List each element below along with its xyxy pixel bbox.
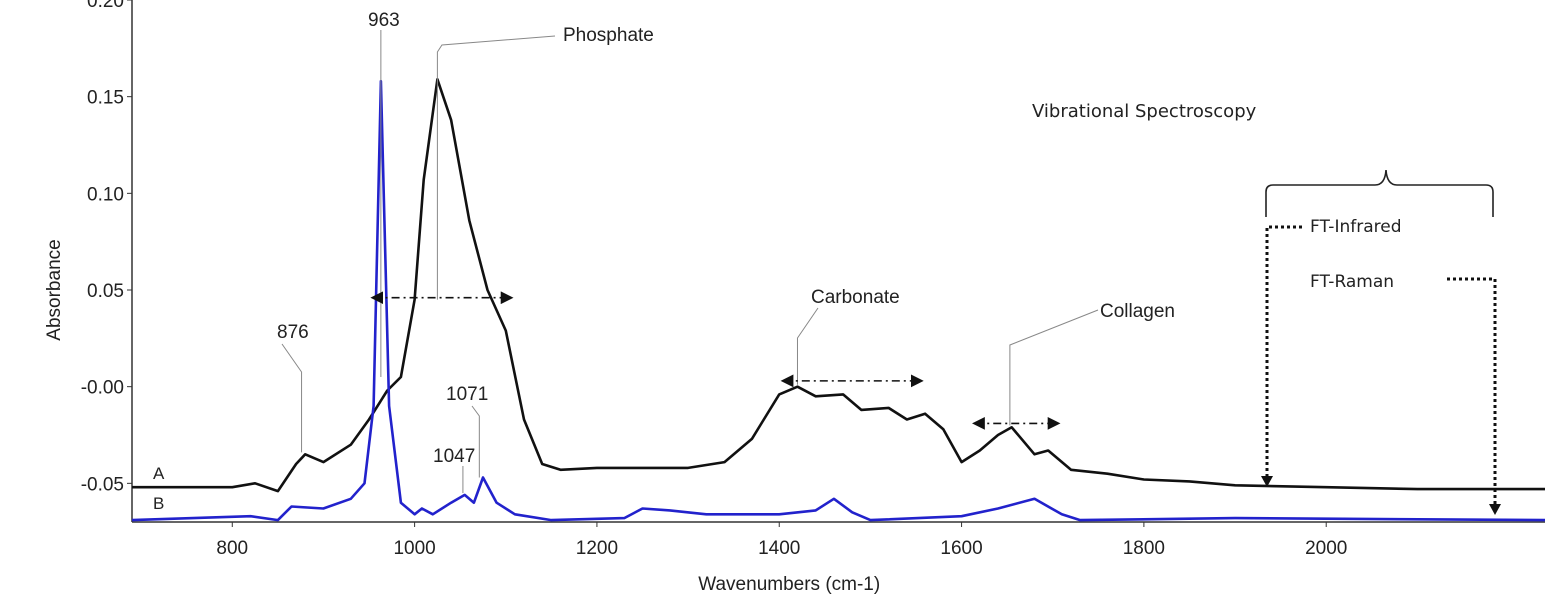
y-axis-label: Absorbance bbox=[44, 239, 65, 340]
series-line-b bbox=[131, 79, 1545, 522]
y-tick-label: 0.05 bbox=[87, 281, 124, 302]
x-tick-label: 1000 bbox=[393, 538, 435, 559]
legend-label-b: B bbox=[153, 494, 164, 513]
annotation-1071: 1071 bbox=[446, 384, 488, 405]
y-tick-label: 0.10 bbox=[87, 184, 124, 205]
annotation-collagen: Collagen bbox=[1100, 301, 1175, 322]
leader-collagen bbox=[1009, 309, 1099, 426]
axes: 800 1000 1200 1400 1600 1800 2000 -0.05 -0.00 0.0… bbox=[44, 0, 1545, 595]
leader-1071 bbox=[471, 405, 480, 478]
annotation-963: 963 bbox=[368, 10, 400, 31]
x-tick-label: 1400 bbox=[758, 538, 800, 559]
leader-phosphate bbox=[436, 35, 556, 300]
y-tick-label: -0.00 bbox=[81, 378, 124, 399]
x-tick-label: 800 bbox=[216, 538, 248, 559]
ft-raman-dotted-arrow bbox=[1447, 277, 1497, 506]
x-tick-label: 1600 bbox=[940, 538, 982, 559]
y-tick-label: 0.20 bbox=[87, 0, 124, 12]
leader-876 bbox=[281, 343, 303, 453]
leader-carbonate bbox=[796, 307, 819, 385]
annotations: 963 Phosphate 876 1071 1047 Carbonate Co… bbox=[153, 10, 1501, 515]
series-line-a bbox=[132, 78, 1545, 493]
ft-raman-arrowhead-icon bbox=[1489, 504, 1501, 515]
bracket-vibrational-spectroscopy bbox=[1265, 169, 1494, 217]
x-tick-label: 1800 bbox=[1123, 538, 1165, 559]
annotation-vibrational-spectroscopy: Vibrational Spectroscopy bbox=[1032, 101, 1257, 122]
ft-infrared-arrowhead-icon bbox=[1261, 476, 1273, 487]
y-tick-label: -0.05 bbox=[81, 474, 124, 495]
series-group bbox=[131, 78, 1545, 522]
annotation-876: 876 bbox=[277, 322, 309, 343]
annotation-phosphate: Phosphate bbox=[563, 25, 654, 46]
y-tick-label: 0.15 bbox=[87, 88, 124, 109]
x-tick-label: 2000 bbox=[1305, 538, 1347, 559]
annotation-ft-infrared: FT-Infrared bbox=[1310, 217, 1401, 237]
legend-label-a: A bbox=[153, 464, 165, 483]
x-axis-label: Wavenumbers (cm-1) bbox=[698, 574, 880, 595]
x-tick-label: 1200 bbox=[576, 538, 618, 559]
annotation-ft-raman: FT-Raman bbox=[1310, 272, 1394, 292]
annotation-1047: 1047 bbox=[433, 446, 475, 467]
ft-infrared-dotted-arrow bbox=[1265, 225, 1302, 478]
annotation-carbonate: Carbonate bbox=[811, 287, 900, 308]
